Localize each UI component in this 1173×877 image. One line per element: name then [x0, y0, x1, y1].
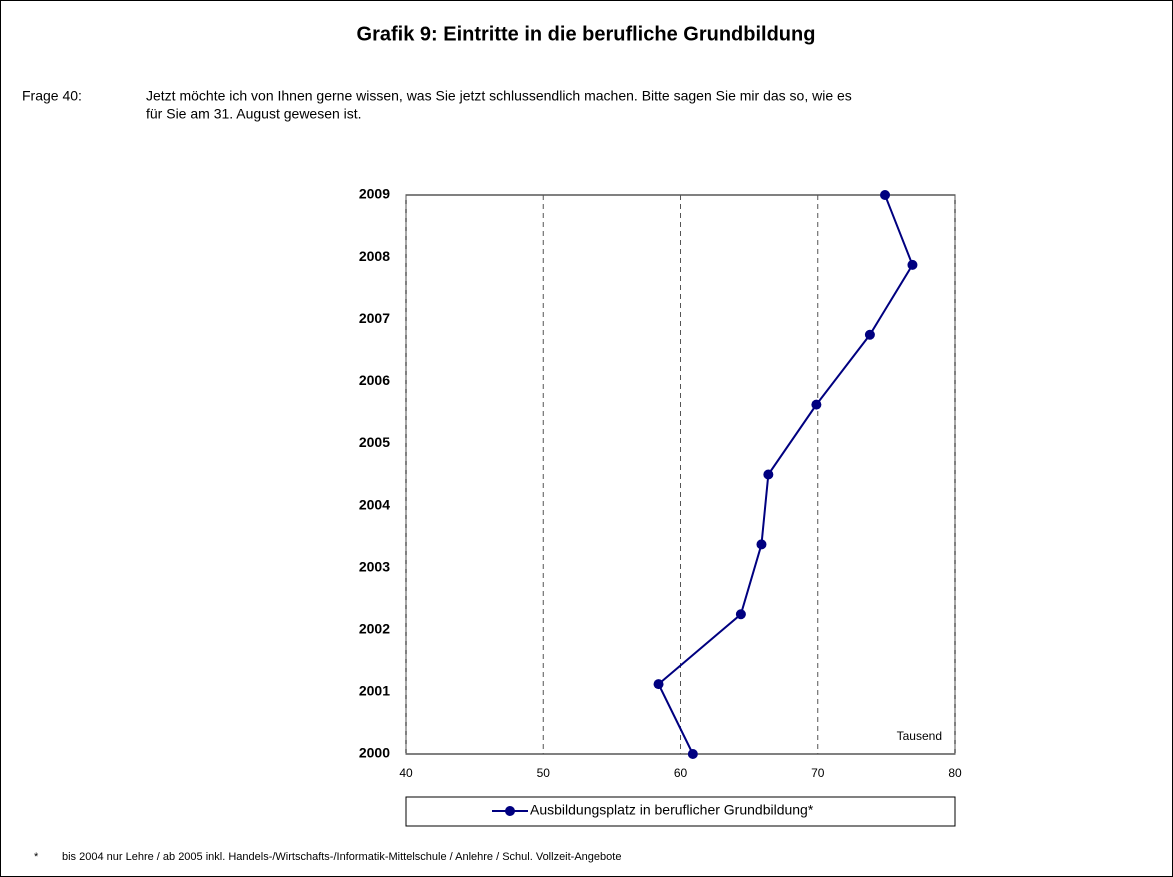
question-text: Jetzt möchte ich von Ihnen gerne wissen,… [146, 88, 852, 104]
y-tick-label: 2006 [359, 372, 390, 388]
footnote-mark: * [34, 851, 39, 863]
legend [405, 796, 956, 827]
point [864, 329, 875, 340]
y-tick-label: 2007 [359, 310, 390, 326]
unit-label: Tausend [897, 729, 942, 743]
x-tick-label: 60 [674, 766, 688, 780]
legend-label: Ausbildungsplatz in beruflicher Grundbil… [530, 802, 814, 818]
x-tick-label: 40 [399, 766, 413, 780]
question-text: für Sie am 31. August gewesen ist. [146, 106, 362, 122]
y-tick-label: 2001 [359, 683, 390, 699]
point [811, 399, 822, 410]
point [653, 679, 664, 690]
y-tick-label: 2000 [359, 745, 390, 761]
point [880, 190, 891, 200]
x-tick-label: 50 [537, 766, 551, 780]
footnote: bis 2004 nur Lehre / ab 2005 inkl. Hande… [62, 851, 621, 863]
point [735, 609, 746, 620]
y-tick-label: 2008 [359, 248, 390, 264]
point [763, 469, 774, 480]
chart-title: Grafik 9: Eintritte in die berufliche Gr… [357, 23, 816, 45]
legend-marker [505, 806, 515, 816]
point [687, 749, 698, 759]
x-tick-label: 80 [948, 766, 962, 780]
y-tick-label: 2002 [359, 620, 390, 636]
y-tick-label: 2003 [359, 558, 390, 574]
x-tick-label: 70 [811, 766, 825, 780]
y-tick-label: 2009 [359, 186, 390, 202]
y-tick-label: 2005 [359, 434, 390, 450]
point [756, 539, 767, 550]
y-tick-label: 2004 [359, 496, 390, 512]
question-label: Frage 40: [22, 88, 82, 104]
point [907, 259, 918, 270]
